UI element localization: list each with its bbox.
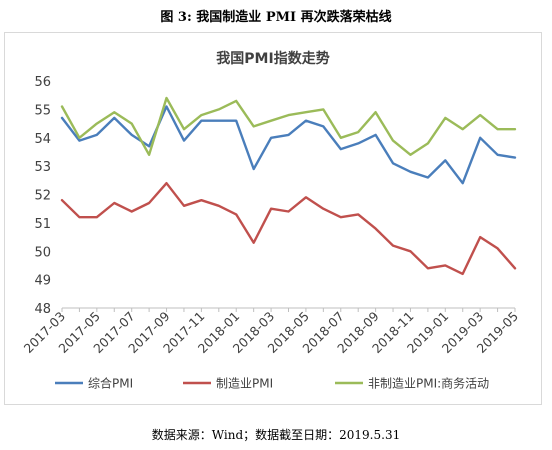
chart-frame: 我国PMI指数走势 48 49 50 51 52 53 54 55 56 2017-03 2017-… (4, 32, 542, 405)
y-tick-label: 48 (34, 302, 51, 317)
figure-caption: 图 3: 我国制造业 PMI 再次跌落荣枯线 (160, 10, 392, 25)
legend-label-1: 综合PMI (88, 376, 133, 391)
y-tick-label: 49 (34, 274, 51, 289)
legend-label-3: 非制造业PMI:商务活动 (368, 376, 489, 391)
pmi-line-chart: 我国PMI指数走势 4849505152535455562017-032017-… (21, 50, 522, 391)
legend-label-2: 制造业PMI (216, 377, 273, 391)
chart-legend: 综合PMI 制造业PMI 非制造业PMI:商务活动 (55, 376, 489, 391)
series-layer (60, 96, 517, 276)
y-tick-label: 53 (34, 160, 51, 175)
y-tick-label: 51 (34, 217, 51, 232)
series-line-2 (60, 181, 517, 276)
figure-source-note: 数据来源：Wind；数据截至日期：2019.5.31 (151, 428, 401, 442)
chart-title: 我国PMI指数走势 (216, 50, 329, 67)
y-tick-label: 55 (34, 103, 51, 118)
y-tick-label: 52 (34, 189, 51, 204)
y-tick-label: 50 (34, 245, 51, 260)
y-tick-label: 56 (34, 75, 51, 90)
y-tick-label: 54 (34, 132, 51, 147)
series-line-1 (60, 105, 517, 185)
series-line-3 (60, 96, 517, 157)
